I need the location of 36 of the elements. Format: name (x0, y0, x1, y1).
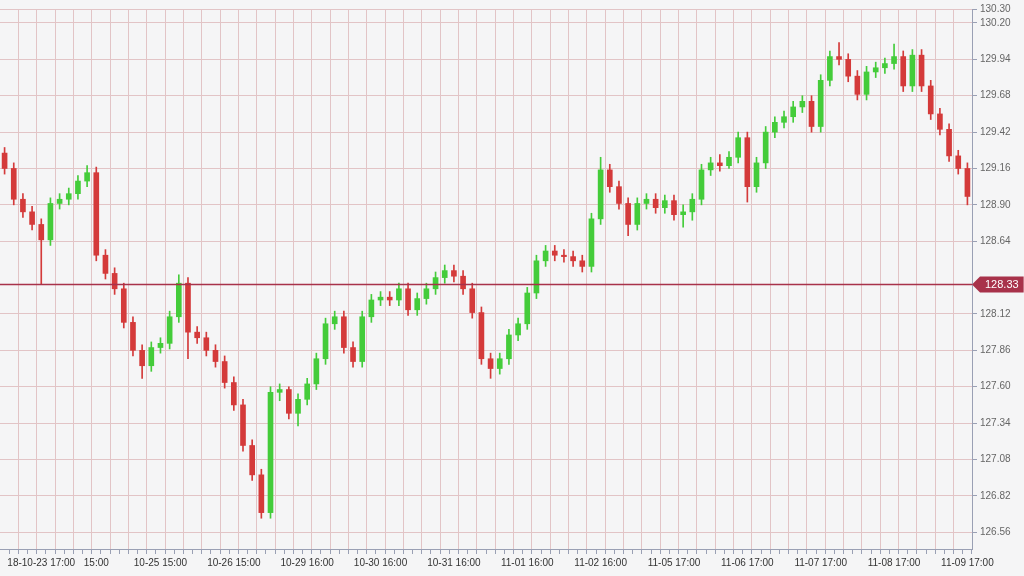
candlestick (836, 42, 842, 66)
x-tick-label: 18-10-23 17:00 (7, 556, 76, 568)
x-tick-label: 11-06 17:00 (721, 556, 775, 568)
x-tick-label: 10-31 16:00 (427, 556, 482, 568)
x-tick-label: 15:00 (83, 556, 110, 568)
y-tick-label: 130.30 (980, 2, 1012, 14)
x-tick-label: 10-26 15:00 (207, 556, 261, 568)
y-tick-label: 126.82 (980, 489, 1012, 501)
y-tick-label: 129.68 (980, 89, 1012, 101)
x-tick-label: 11-05 17:00 (647, 556, 701, 568)
y-tick-label: 129.16 (980, 162, 1012, 174)
x-tick-label: 10-29 16:00 (280, 556, 335, 568)
ref-line-label: 128.33 (985, 277, 1019, 290)
candlestick (276, 383, 283, 402)
candlestick (561, 249, 567, 263)
y-tick-label: 127.34 (980, 416, 1012, 428)
candlestick (680, 204, 686, 228)
y-tick-label: 127.86 (980, 344, 1012, 356)
y-tick-label: 129.42 (980, 125, 1012, 137)
x-tick-label: 11-02 16:00 (574, 556, 628, 568)
x-tick-label: 11-09 17:00 (941, 556, 995, 568)
y-tick-label: 130.20 (980, 16, 1012, 28)
x-tick-label: 11-07 17:00 (794, 556, 848, 568)
y-tick-label: 128.12 (980, 307, 1012, 319)
x-tick-label: 10-30 16:00 (353, 556, 408, 568)
x-tick-label: 10-25 15:00 (133, 556, 188, 568)
y-tick-label: 128.90 (980, 198, 1012, 210)
candlestick (386, 291, 393, 306)
y-tick-label: 127.08 (980, 453, 1012, 465)
y-tick-label: 127.60 (980, 380, 1012, 392)
x-tick-label: 11-08 17:00 (867, 556, 921, 568)
x-tick-label: 11-01 16:00 (500, 556, 555, 568)
y-tick-label: 126.56 (980, 525, 1012, 537)
y-tick-label: 129.94 (980, 53, 1012, 65)
y-tick-label: 128.64 (980, 234, 1012, 246)
candlestick (717, 154, 723, 172)
